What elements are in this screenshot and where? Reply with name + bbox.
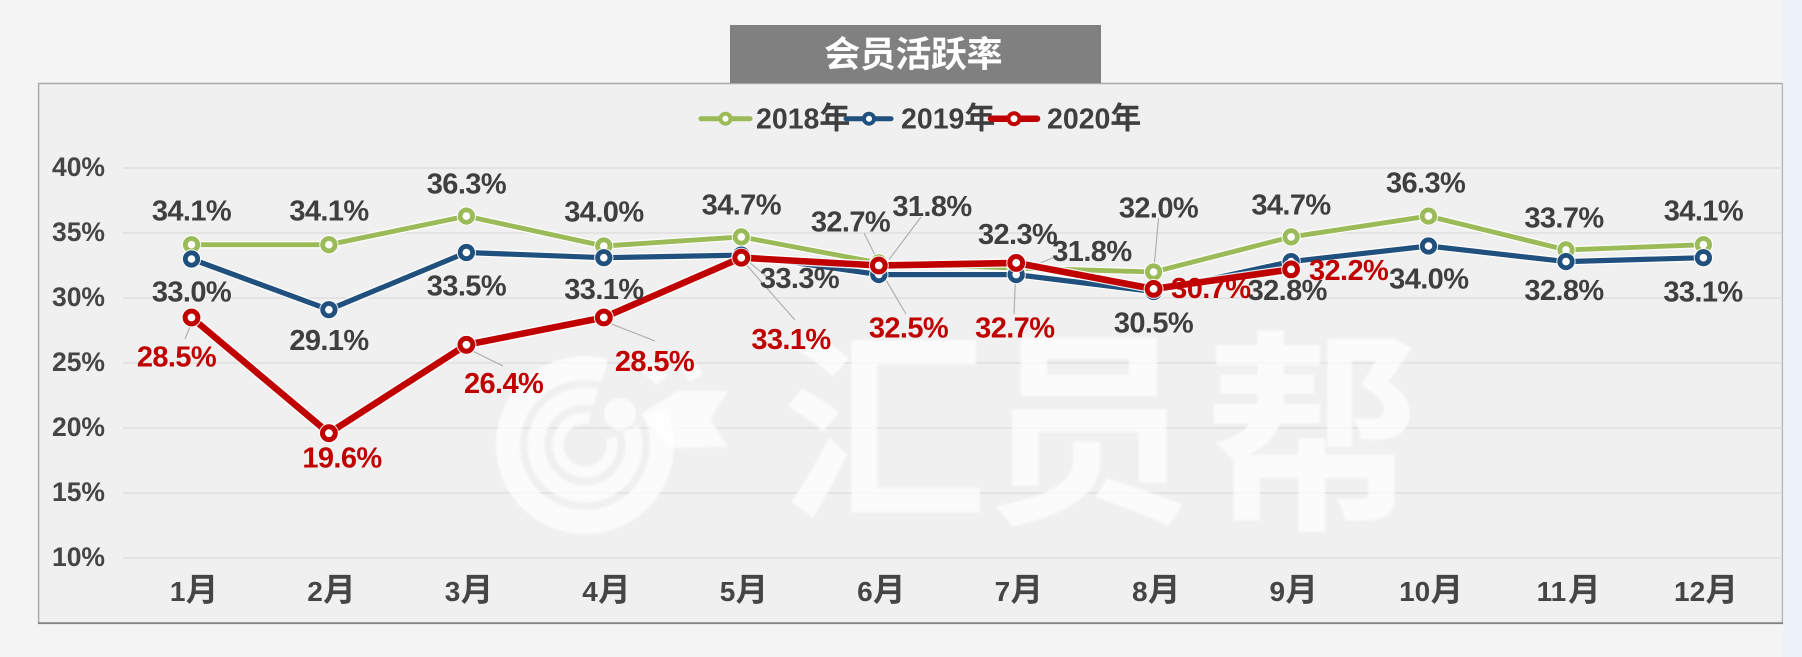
- svg-text:2: 2: [307, 576, 323, 607]
- svg-text:10%: 10%: [52, 542, 105, 572]
- svg-text:33.1%: 33.1%: [564, 274, 644, 306]
- svg-text:34.1%: 34.1%: [289, 195, 369, 227]
- svg-text:11: 11: [1537, 576, 1567, 607]
- svg-text:36.3%: 36.3%: [427, 168, 507, 200]
- svg-text:19.6%: 19.6%: [302, 442, 382, 474]
- svg-text:35%: 35%: [52, 217, 105, 247]
- svg-text:30.5%: 30.5%: [1114, 308, 1194, 340]
- svg-text:28.5%: 28.5%: [137, 341, 217, 373]
- svg-text:10: 10: [1399, 576, 1430, 607]
- svg-text:5: 5: [720, 576, 736, 607]
- svg-text:33.5%: 33.5%: [427, 270, 507, 302]
- svg-text:34.1%: 34.1%: [1664, 195, 1744, 227]
- svg-text:32.7%: 32.7%: [811, 206, 891, 238]
- svg-text:36.3%: 36.3%: [1386, 168, 1466, 200]
- svg-text:32.5%: 32.5%: [869, 313, 949, 345]
- svg-text:3: 3: [445, 576, 461, 607]
- svg-text:31.8%: 31.8%: [892, 191, 972, 223]
- svg-text:30.7%: 30.7%: [1171, 273, 1251, 305]
- svg-text:25%: 25%: [52, 347, 105, 377]
- svg-text:32.7%: 32.7%: [975, 313, 1055, 345]
- svg-text:34.7%: 34.7%: [702, 189, 782, 221]
- svg-text:32.3%: 32.3%: [978, 219, 1058, 251]
- svg-text:20%: 20%: [52, 412, 105, 442]
- svg-text:32.0%: 32.0%: [1119, 192, 1199, 224]
- svg-text:34.1%: 34.1%: [152, 195, 232, 227]
- svg-text:4: 4: [582, 576, 598, 607]
- svg-text:34.0%: 34.0%: [564, 196, 644, 228]
- svg-text:34.0%: 34.0%: [1389, 263, 1469, 295]
- svg-text:34.7%: 34.7%: [1251, 190, 1331, 222]
- svg-text:33.1%: 33.1%: [751, 324, 831, 356]
- svg-text:2020: 2020: [1047, 104, 1110, 136]
- svg-text:8: 8: [1132, 576, 1148, 607]
- svg-text:32.8%: 32.8%: [1248, 275, 1328, 307]
- svg-text:30%: 30%: [52, 282, 105, 312]
- svg-text:32.8%: 32.8%: [1524, 275, 1604, 307]
- svg-text:33.7%: 33.7%: [1524, 203, 1604, 235]
- svg-text:6: 6: [857, 576, 873, 607]
- svg-text:7: 7: [995, 576, 1011, 607]
- svg-text:31.8%: 31.8%: [1052, 236, 1132, 268]
- svg-text:28.5%: 28.5%: [615, 346, 695, 378]
- svg-text:2018: 2018: [756, 104, 819, 136]
- svg-text:29.1%: 29.1%: [289, 325, 369, 357]
- svg-text:12: 12: [1674, 576, 1705, 607]
- svg-text:1: 1: [170, 576, 186, 607]
- svg-text:15%: 15%: [52, 477, 105, 507]
- svg-text:32.2%: 32.2%: [1309, 255, 1389, 287]
- svg-text:26.4%: 26.4%: [464, 368, 544, 400]
- svg-text:9: 9: [1270, 576, 1286, 607]
- svg-text:33.1%: 33.1%: [1663, 276, 1743, 308]
- svg-text:33.3%: 33.3%: [760, 263, 840, 295]
- svg-text:2019: 2019: [901, 104, 964, 136]
- svg-text:40%: 40%: [52, 152, 105, 182]
- svg-text:33.0%: 33.0%: [152, 276, 232, 308]
